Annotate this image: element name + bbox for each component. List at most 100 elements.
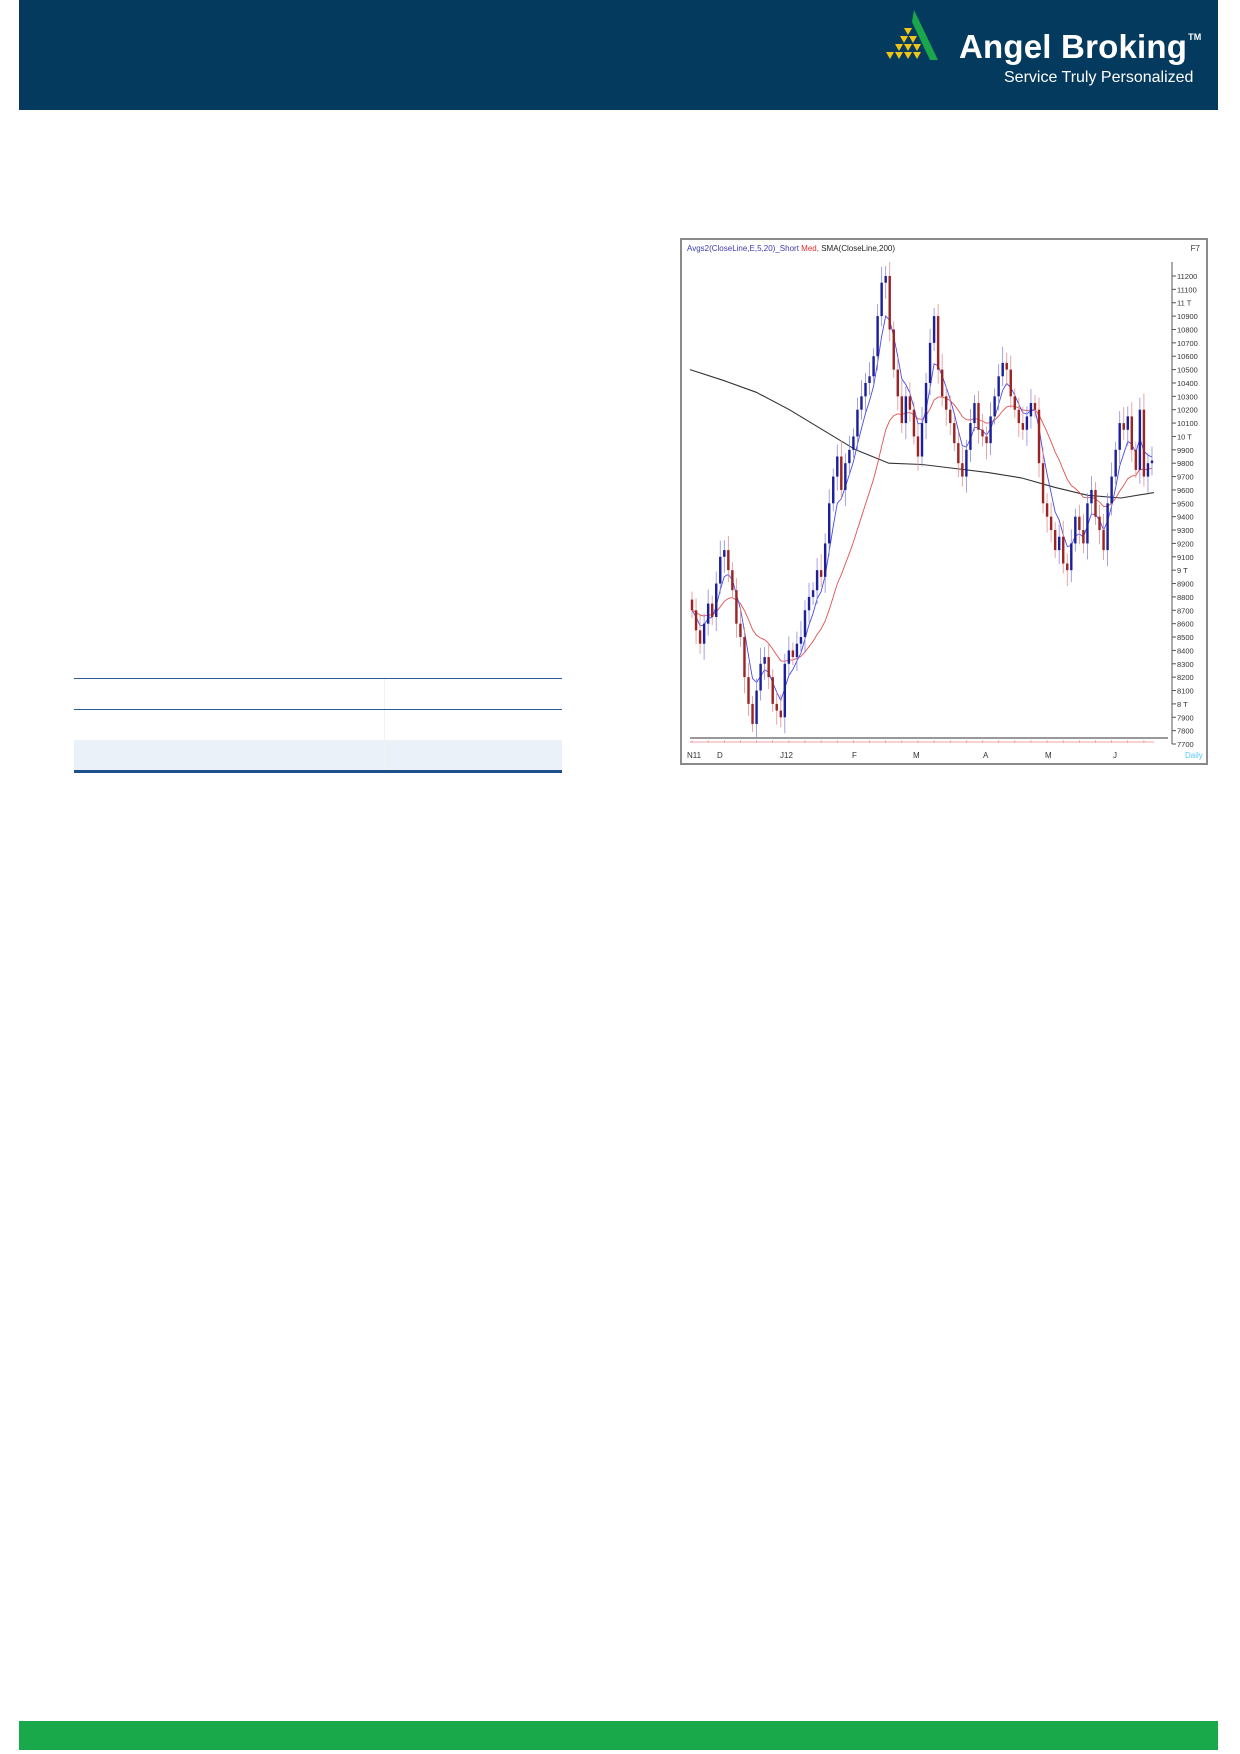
candle-body (892, 329, 895, 370)
candle-body (1013, 396, 1017, 410)
x-tick-label: D (717, 751, 723, 760)
candle-body (969, 423, 972, 450)
candle-body (1045, 503, 1049, 517)
candle-body (1005, 362, 1008, 370)
candle-body (1041, 463, 1045, 504)
candle-body (811, 590, 815, 597)
candle-body (1102, 530, 1105, 551)
y-tick-label: 8100 (1177, 687, 1194, 696)
x-tick-label: F (852, 751, 857, 760)
candle-body (823, 543, 827, 577)
candle-body (735, 590, 738, 624)
candle-body (965, 449, 968, 477)
y-tick-label: 9 T (1177, 566, 1188, 575)
candle-body (961, 463, 964, 477)
candle-body (1021, 423, 1025, 430)
candle-body (731, 570, 734, 591)
chart-key-label: F7 (1190, 244, 1200, 253)
period-label: Daily (1185, 751, 1203, 760)
candle-body (1066, 563, 1069, 571)
x-tick-label: J12 (780, 751, 793, 760)
candle-body (1142, 409, 1146, 477)
candle-body (1118, 423, 1121, 450)
candle-body (840, 456, 843, 490)
candle-body (880, 282, 883, 317)
candle-body (888, 276, 891, 330)
candle-body (1029, 403, 1033, 417)
candle-body (997, 376, 1000, 397)
candle-body (912, 409, 916, 437)
candle-body (928, 342, 932, 383)
candle-body (827, 503, 831, 544)
candle-body (767, 657, 770, 678)
y-tick-label: 10900 (1177, 312, 1198, 321)
candle-body (787, 650, 791, 664)
chart-legend: Avgs2(CloseLine,E,5,20)_Short Med, SMA(C… (687, 244, 895, 253)
candle-body (989, 416, 992, 444)
ema5-line (691, 315, 1153, 702)
y-tick-label: 10 T (1177, 432, 1192, 441)
y-tick-label: 7800 (1177, 727, 1194, 736)
y-tick-label: 10200 (1177, 406, 1198, 415)
candle-body (715, 583, 718, 617)
y-tick-label: 10800 (1177, 325, 1198, 334)
candle-body (747, 677, 750, 704)
y-tick-label: 8400 (1177, 646, 1194, 655)
y-tick-label: 8 T (1177, 700, 1188, 709)
y-tick-label: 8600 (1177, 620, 1194, 629)
candle-body (1033, 403, 1037, 410)
candle-body (944, 396, 948, 410)
candle-body (1126, 416, 1129, 430)
candle-body (1090, 489, 1093, 504)
candle-body (743, 637, 746, 678)
candle-body (698, 630, 702, 644)
y-tick-label: 9900 (1177, 446, 1194, 455)
data-table (74, 678, 562, 773)
candle-body (936, 316, 940, 370)
y-tick-label: 9500 (1177, 499, 1194, 508)
candle-body (1094, 489, 1097, 517)
candle-body (706, 603, 710, 624)
y-tick-label: 10300 (1177, 392, 1198, 401)
candle-body (916, 436, 920, 457)
y-tick-label: 9700 (1177, 473, 1194, 482)
y-tick-label: 8300 (1177, 660, 1194, 669)
x-tick-label: A (983, 751, 989, 760)
candle-body (690, 599, 694, 611)
candle-body (864, 382, 867, 397)
brand-name: Angel BrokingTM (959, 28, 1202, 66)
candle-body (856, 409, 859, 437)
y-tick-label: 8700 (1177, 606, 1194, 615)
y-tick-label: 9800 (1177, 459, 1194, 468)
candle-body (799, 637, 803, 644)
y-tick-label: 9300 (1177, 526, 1194, 535)
candle-body (981, 429, 984, 437)
candle-body (940, 369, 944, 397)
candle-body (920, 423, 924, 457)
x-tick-label: N11 (687, 751, 702, 760)
candle-body (807, 596, 811, 611)
angel-broking-logo: Angel BrokingTM Service Truly Personaliz… (874, 8, 1214, 98)
candle-body (977, 403, 980, 430)
candle-body (779, 710, 782, 718)
candle-body (993, 396, 996, 417)
brand-text: Angel Broking (959, 28, 1188, 65)
candle-body (844, 463, 847, 490)
candle-body (815, 570, 819, 591)
candle-body (710, 603, 714, 617)
candle-body (702, 623, 706, 644)
candle-body (1001, 362, 1004, 377)
candle-body (957, 443, 960, 464)
y-tick-label: 8900 (1177, 580, 1194, 589)
candle-body (1070, 543, 1073, 571)
candle-body (1078, 516, 1081, 531)
candle-body (953, 423, 956, 444)
candle-body (1025, 416, 1029, 430)
candle-body (860, 396, 863, 410)
candle-body (1086, 503, 1089, 544)
x-tick-label: J (1113, 751, 1117, 760)
legend-avgs: Avgs2(CloseLine,E,5,20)_Short (687, 244, 799, 253)
price-chart: Avgs2(CloseLine,E,5,20)_Short Med, SMA(C… (680, 238, 1208, 765)
y-tick-label: 9400 (1177, 513, 1194, 522)
candle-body (1009, 369, 1012, 397)
